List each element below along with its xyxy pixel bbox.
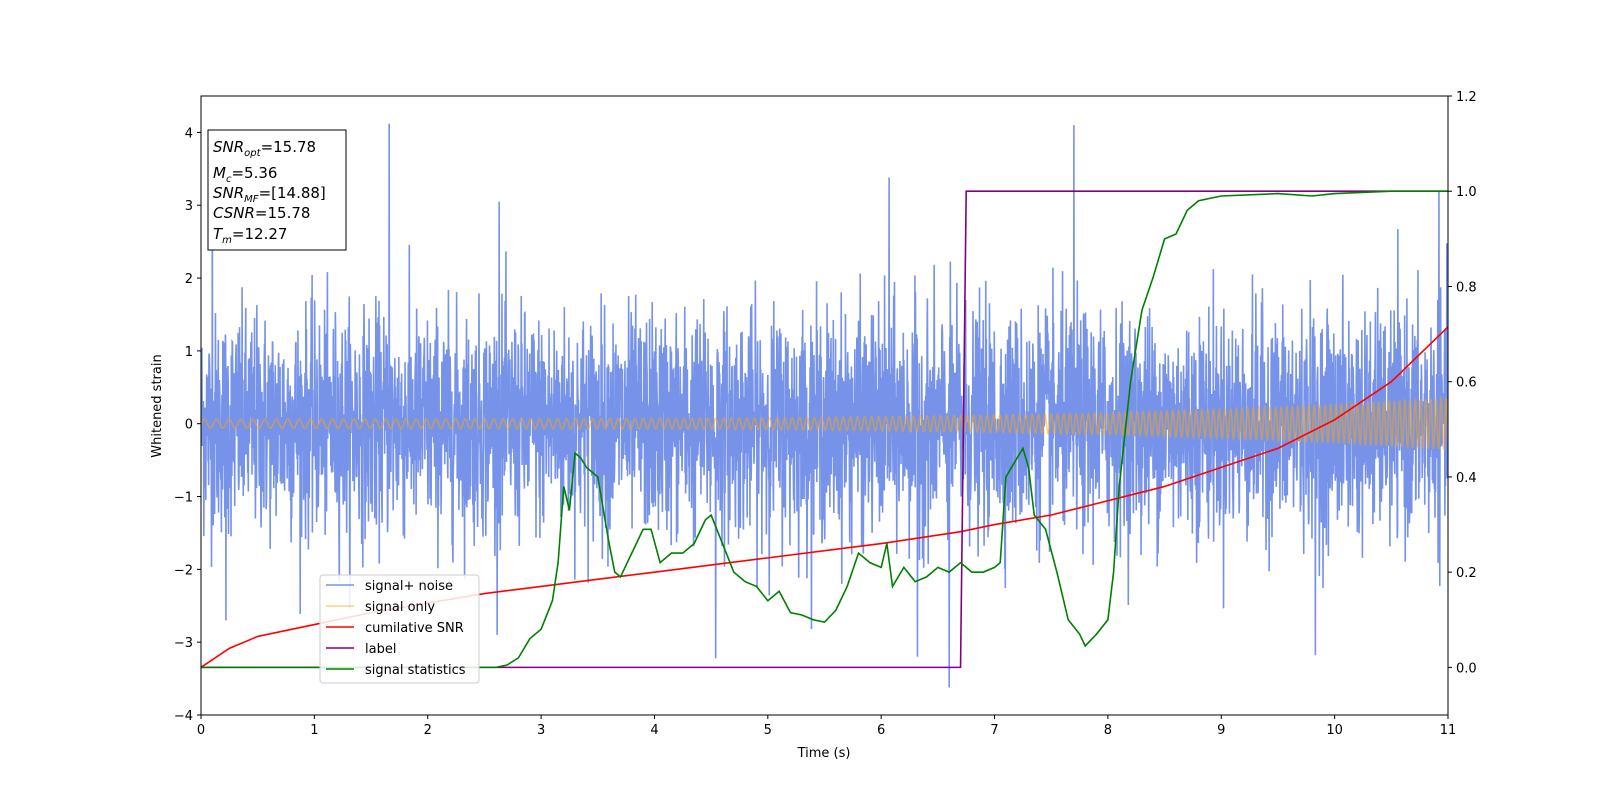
- legend-item-signal-statistics: signal statistics: [326, 663, 466, 678]
- legend-label-signal-noise: signal+ noise: [365, 579, 453, 594]
- x-tick-label: 1: [310, 723, 318, 738]
- x-tick-label: 4: [650, 723, 658, 738]
- y-right-tick-label: 1.0: [1456, 185, 1477, 200]
- x-tick-label: 5: [764, 723, 772, 738]
- y-left-tick-label: 2: [185, 272, 193, 287]
- legend-label-label: label: [365, 642, 396, 657]
- legend-label-cumilative-snr: cumilative SNR: [365, 621, 464, 636]
- legend-item-signal-only: signal only: [326, 600, 435, 615]
- x-tick-label: 11: [1440, 723, 1457, 738]
- y-right-tick-label: 0.6: [1456, 376, 1477, 391]
- legend-label-signal-only: signal only: [365, 600, 435, 615]
- x-tick-label: 6: [877, 723, 885, 738]
- y-left-tick-label: 1: [185, 345, 193, 360]
- series-signal-statistics: [201, 190, 1448, 669]
- legend-item-label: label: [326, 642, 396, 657]
- tick-marks: 0 1 2 3 4 5 6 7 8 9 10 11 −4 −3 −2 −1 0 1 2 3 4 0.0 0.2 0.4 0.6 0…: [174, 90, 1477, 738]
- x-axis-label: Time (s): [797, 746, 851, 761]
- y-left-tick-label: −1: [174, 491, 193, 506]
- y-left-tick-label: −2: [174, 563, 193, 578]
- x-tick-label: 7: [990, 723, 998, 738]
- legend-item-cumilative-snr: cumilative SNR: [326, 621, 464, 636]
- y-left-tick-label: −3: [174, 636, 193, 651]
- legend: signal+ noise signal only cumilative SNR…: [319, 574, 480, 684]
- y-right-tick-label: 0.0: [1456, 661, 1477, 676]
- y-left-tick-label: 3: [185, 199, 193, 214]
- info-box-frame: [207, 129, 347, 251]
- y-right-tick-label: 0.8: [1456, 280, 1477, 295]
- x-tick-label: 3: [537, 723, 545, 738]
- info-snr-mf: SNRMF=[14.88]: [213, 184, 326, 205]
- x-tick-label: 0: [197, 723, 205, 738]
- y-axis-label: Whitened strain: [150, 354, 165, 457]
- x-tick-label: 8: [1104, 723, 1112, 738]
- y-left-tick-label: 4: [185, 126, 193, 141]
- y-left-tick-label: 0: [185, 418, 193, 433]
- x-tick-label: 9: [1217, 723, 1225, 738]
- y-left-tick-label: −4: [174, 709, 193, 724]
- legend-frame: [319, 574, 480, 684]
- series-label: [201, 190, 1448, 669]
- y-right-tick-label: 0.4: [1456, 471, 1477, 486]
- info-box: SNRopt=15.78 Mc=5.36 SNRMF=[14.88] CSNR=…: [207, 129, 347, 251]
- y-right-tick-label: 1.2: [1456, 90, 1477, 105]
- info-snr-opt: SNRopt=15.78: [213, 138, 316, 159]
- series-signal-only: [201, 395, 1448, 451]
- y-right-tick-label: 0.2: [1456, 566, 1477, 581]
- info-mc: Mc=5.36: [213, 164, 277, 185]
- axes-frame: [200, 95, 1449, 716]
- info-csnr: CSNR=15.78: [213, 204, 310, 222]
- info-tm: Tm=12.27: [213, 225, 287, 246]
- x-tick-label: 2: [424, 723, 432, 738]
- x-tick-label: 10: [1326, 723, 1343, 738]
- legend-label-signal-statistics: signal statistics: [365, 663, 466, 678]
- legend-item-signal-noise: signal+ noise: [326, 579, 453, 594]
